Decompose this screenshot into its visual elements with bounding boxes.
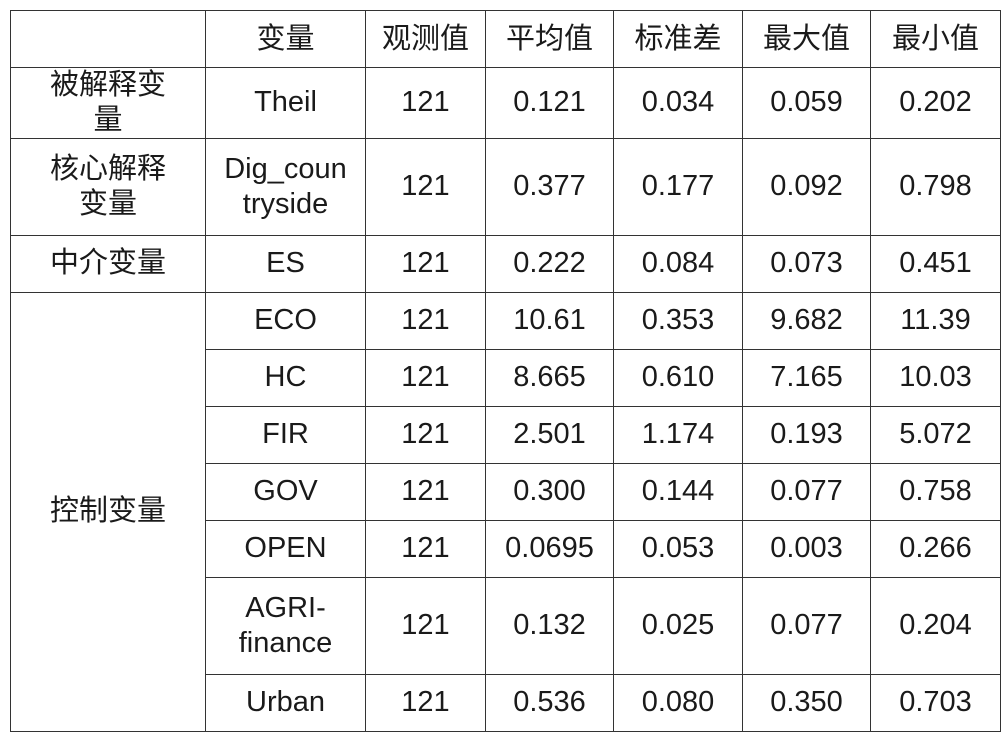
- value-cell: 0.758: [870, 462, 1001, 521]
- group-label: 核心解释变量: [49, 152, 166, 220]
- value-cell: 5.072: [870, 405, 1001, 464]
- header-row: 变量 观测值 平均值 标准差 最大值 最小值: [10, 10, 1001, 68]
- header-cell: 最大值: [742, 10, 871, 68]
- data-row: 中介变量 ES 121 0.222 0.084 0.073 0.451: [10, 234, 1001, 293]
- value-cell: 0.202: [870, 67, 1001, 139]
- value-cell: 0.025: [613, 576, 743, 675]
- value-cell: 121: [365, 234, 486, 293]
- variable-name: ES: [266, 247, 305, 280]
- value-cell: 11.39: [870, 291, 1001, 350]
- value-cell: 0.451: [870, 234, 1001, 293]
- variable-name: Urban: [246, 686, 325, 719]
- header-cell: 平均值: [485, 10, 614, 68]
- value-cell: 0.350: [742, 673, 871, 732]
- group-label: 控制变量: [49, 495, 166, 528]
- value-cell: 10.03: [870, 348, 1001, 407]
- value-cell: 0.703: [870, 673, 1001, 732]
- variable-name: AGRI-finance: [238, 591, 333, 659]
- value-cell: 0.084: [613, 234, 743, 293]
- variable-cell: FIR: [205, 405, 366, 464]
- value-cell: 0.121: [485, 67, 614, 139]
- header-cell: 观测值: [365, 10, 486, 68]
- data-row: GOV 121 0.300 0.144 0.077 0.758: [11, 462, 1001, 521]
- value-cell: 0.222: [485, 234, 614, 293]
- value-cell: 0.193: [742, 405, 871, 464]
- value-cell: 121: [365, 576, 486, 675]
- group-cell: 控制变量: [10, 291, 206, 732]
- variable-name: FIR: [262, 418, 309, 451]
- data-row: 控制变量 ECO 121 10.61 0.353 9.682 11.39: [10, 291, 1001, 732]
- value-cell: 0.377: [485, 137, 614, 236]
- value-cell: 121: [365, 137, 486, 236]
- value-cell: 0.536: [485, 673, 614, 732]
- value-cell: 0.073: [742, 234, 871, 293]
- variable-cell: Dig_countryside: [205, 137, 366, 236]
- value-cell: 0.059: [742, 67, 871, 139]
- value-cell: 9.682: [742, 291, 871, 350]
- header-cell: 最小值: [870, 10, 1001, 68]
- value-cell: 0.610: [613, 348, 743, 407]
- value-cell: 0.266: [870, 519, 1001, 578]
- variable-name: GOV: [253, 475, 318, 508]
- data-row: OPEN 121 0.0695 0.053 0.003 0.266: [11, 519, 1001, 578]
- variable-cell: OPEN: [205, 519, 366, 578]
- group-label: 被解释变量: [49, 69, 166, 136]
- value-cell: 121: [365, 405, 486, 464]
- variable-name: OPEN: [244, 532, 327, 565]
- data-row: AGRI-finance 121 0.132 0.025 0.077 0.204: [11, 576, 1001, 675]
- value-cell: 121: [365, 291, 486, 350]
- variable-cell: ECO: [205, 291, 366, 350]
- group-cell: 核心解释变量: [10, 137, 206, 236]
- value-cell: 10.61: [485, 291, 614, 350]
- value-cell: 121: [365, 673, 486, 732]
- header-cell: 变量: [205, 10, 366, 68]
- variable-cell: AGRI-finance: [205, 576, 366, 675]
- value-cell: 121: [365, 348, 486, 407]
- stats-table: 变量 观测值 平均值 标准差 最大值 最小值 被解释变量 Theil 121 0.121 0.034…: [10, 10, 1001, 732]
- value-cell: 0.003: [742, 519, 871, 578]
- data-row: 核心解释变量 Dig_countryside 121 0.377 0.177 0.092 0…: [10, 137, 1001, 236]
- variable-name: HC: [264, 361, 307, 394]
- value-cell: 0.080: [613, 673, 743, 732]
- value-cell: 0.034: [613, 67, 743, 139]
- value-cell: 121: [365, 67, 486, 139]
- group-cell: 中介变量: [10, 234, 206, 293]
- value-cell: 0.077: [742, 462, 871, 521]
- group-label: 中介变量: [49, 247, 166, 280]
- value-cell: 0.0695: [485, 519, 614, 578]
- value-cell: 8.665: [485, 348, 614, 407]
- value-cell: 2.501: [485, 405, 614, 464]
- value-cell: 121: [365, 462, 486, 521]
- variable-name: Dig_countryside: [224, 152, 347, 220]
- variable-cell: Theil: [205, 67, 366, 139]
- value-cell: 121: [365, 519, 486, 578]
- data-row: FIR 121 2.501 1.174 0.193 5.072: [11, 405, 1001, 464]
- header-cell: 标准差: [613, 10, 743, 68]
- value-cell: 0.177: [613, 137, 743, 236]
- value-cell: 0.353: [613, 291, 743, 350]
- value-cell: 0.300: [485, 462, 614, 521]
- value-cell: 7.165: [742, 348, 871, 407]
- value-cell: 0.144: [613, 462, 743, 521]
- value-cell: 0.204: [870, 576, 1001, 675]
- variable-name: ECO: [254, 304, 317, 337]
- value-cell: 1.174: [613, 405, 743, 464]
- variable-cell: HC: [205, 348, 366, 407]
- value-cell: 0.092: [742, 137, 871, 236]
- variable-cell: GOV: [205, 462, 366, 521]
- group-cell: 被解释变量: [10, 67, 206, 139]
- data-row: 被解释变量 Theil 121 0.121 0.034 0.059 0.202: [10, 67, 1001, 139]
- header-cell: [10, 10, 206, 68]
- value-cell: 0.077: [742, 576, 871, 675]
- value-cell: 0.132: [485, 576, 614, 675]
- variable-cell: Urban: [205, 673, 366, 732]
- value-cell: 0.053: [613, 519, 743, 578]
- variable-cell: ES: [205, 234, 366, 293]
- variable-name: Theil: [254, 86, 317, 119]
- value-cell: 0.798: [870, 137, 1001, 236]
